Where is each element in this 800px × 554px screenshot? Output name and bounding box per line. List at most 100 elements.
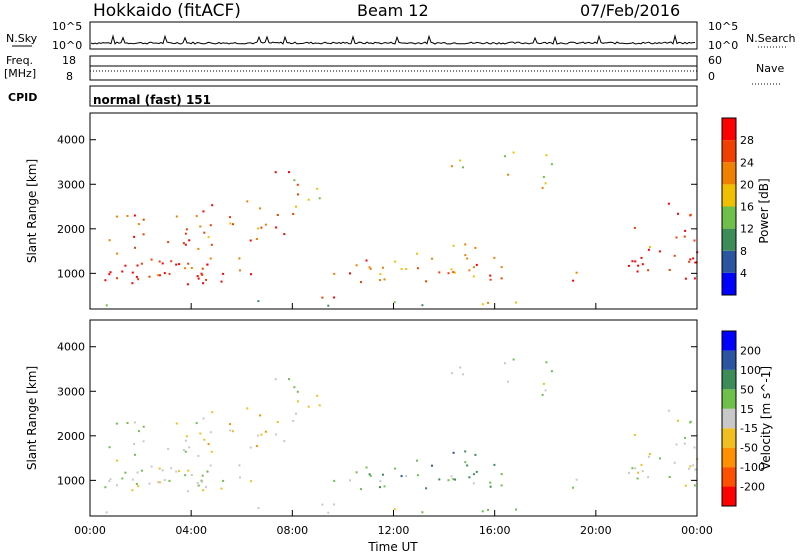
velocity-echo bbox=[668, 476, 671, 478]
freq-bottom-tick: 8 bbox=[66, 70, 73, 83]
power-echo bbox=[472, 266, 475, 269]
velocity-echo bbox=[450, 475, 453, 478]
velocity-echo bbox=[133, 421, 136, 424]
colorbar-swatch bbox=[722, 272, 736, 295]
power-echo bbox=[544, 182, 547, 185]
power-echo bbox=[379, 273, 382, 276]
velocity-echo bbox=[688, 467, 691, 470]
velocity-echo bbox=[693, 484, 696, 487]
y-tick-label: 1000 bbox=[57, 267, 85, 280]
power-echo bbox=[188, 239, 191, 242]
power-echo bbox=[489, 274, 492, 277]
velocity-echo bbox=[379, 486, 381, 489]
power-echo bbox=[693, 277, 696, 280]
power-echo bbox=[684, 277, 687, 280]
velocity-echo bbox=[229, 429, 232, 432]
power-echo bbox=[504, 155, 506, 158]
velocity-echo bbox=[369, 474, 372, 477]
colorbar-tick-label: -50 bbox=[740, 442, 758, 455]
power-echo bbox=[450, 165, 453, 168]
velocity-echo bbox=[255, 445, 258, 447]
power-echo bbox=[274, 171, 277, 174]
time-axis-label: Time UT bbox=[367, 540, 418, 554]
velocity-echo bbox=[104, 486, 107, 489]
velocity-echo bbox=[131, 478, 134, 481]
nsky-top-tick: 10^5 bbox=[52, 20, 82, 33]
colorbar-tick-label: -200 bbox=[740, 481, 765, 494]
velocity-echo bbox=[689, 465, 692, 468]
velocity-echo bbox=[148, 482, 151, 485]
power-echo bbox=[257, 300, 260, 303]
power-echo bbox=[466, 257, 469, 260]
power-echo bbox=[321, 296, 324, 299]
power-echo bbox=[633, 226, 636, 229]
velocity-echo bbox=[425, 487, 428, 490]
velocity-echo bbox=[355, 471, 358, 474]
colorbar-swatch bbox=[722, 184, 736, 207]
power-echo bbox=[184, 232, 187, 235]
velocity-echo bbox=[515, 508, 518, 511]
velocity-echo bbox=[116, 484, 118, 487]
power-echo bbox=[464, 243, 467, 246]
power-echo bbox=[264, 223, 267, 226]
velocity-echo bbox=[416, 474, 419, 477]
power-echo bbox=[116, 252, 119, 255]
power-echo bbox=[142, 218, 145, 221]
velocity-echo bbox=[474, 453, 477, 456]
power-echo bbox=[170, 260, 173, 263]
colorbar-swatch bbox=[722, 228, 736, 251]
colorbar-swatch bbox=[722, 162, 736, 185]
velocity-echo bbox=[288, 378, 290, 381]
velocity-echo bbox=[207, 443, 210, 446]
velocity-echo bbox=[259, 414, 262, 417]
velocity-echo bbox=[150, 465, 153, 468]
power-echo bbox=[202, 210, 205, 213]
colorbar-tick-label: 200 bbox=[740, 344, 761, 357]
cpid-value: normal (fast) 151 bbox=[93, 93, 211, 107]
power-echo bbox=[693, 239, 696, 242]
power-echo bbox=[365, 259, 368, 262]
velocity-echo bbox=[694, 468, 697, 471]
velocity-echo bbox=[197, 454, 200, 457]
x-tick-label: 16:00 bbox=[479, 524, 511, 537]
velocity-echo bbox=[295, 412, 297, 415]
power-echo bbox=[249, 239, 252, 242]
y-tick-label: 4000 bbox=[57, 134, 85, 147]
velocity-echo bbox=[137, 485, 140, 488]
colorbar-tick-label: 20 bbox=[740, 178, 754, 191]
power-echo bbox=[393, 301, 396, 304]
velocity-echo bbox=[195, 422, 198, 425]
power-echo bbox=[283, 233, 286, 236]
velocity-echo bbox=[382, 473, 384, 476]
power-echo bbox=[195, 215, 198, 218]
power-echo bbox=[185, 228, 188, 231]
velocity-echo bbox=[170, 467, 173, 470]
velocity-ylabel: Slant Range [km] bbox=[25, 366, 39, 470]
velocity-echo bbox=[684, 484, 687, 487]
power-panel: 1000 2000 3000 4000 Slant Range [km] 4 8 12 16… bbox=[25, 112, 771, 310]
velocity-echo bbox=[575, 478, 578, 481]
velocity-echo bbox=[257, 507, 260, 510]
power-echo bbox=[675, 236, 678, 239]
power-echo bbox=[140, 262, 143, 265]
velocity-echo bbox=[158, 481, 161, 484]
power-echo bbox=[677, 212, 679, 215]
velocity-echo bbox=[276, 421, 279, 423]
power-echo bbox=[481, 303, 484, 306]
velocity-echo bbox=[481, 510, 484, 513]
power-echo bbox=[157, 274, 160, 277]
velocity-echo bbox=[283, 440, 286, 443]
velocity-echo bbox=[182, 449, 185, 452]
power-echo bbox=[148, 275, 151, 278]
power-echo bbox=[405, 268, 408, 270]
velocity-echo bbox=[249, 446, 252, 449]
velocity-echo bbox=[677, 419, 679, 422]
velocity-echo bbox=[140, 469, 143, 472]
velocity-echo bbox=[693, 446, 696, 449]
y-tick-label: 1000 bbox=[57, 474, 85, 487]
velocity-echo bbox=[452, 478, 455, 481]
site-title: Hokkaido (fitACF) bbox=[93, 1, 241, 21]
velocity-echo bbox=[493, 463, 496, 466]
colorbar-tick-label: 28 bbox=[740, 134, 754, 147]
velocity-echo bbox=[190, 474, 193, 476]
